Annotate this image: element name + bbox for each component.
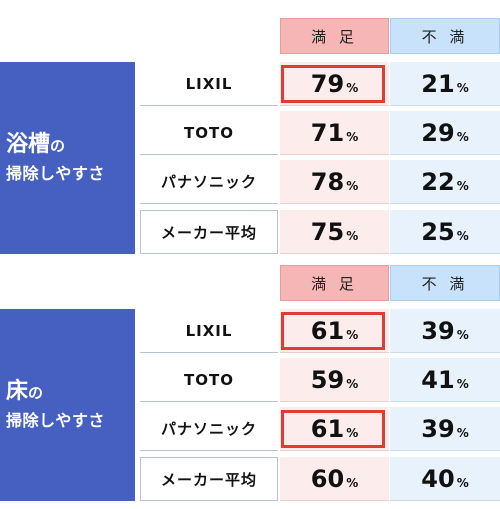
satisfied-header: 満 足 — [280, 18, 389, 54]
dissatisfied-value: 29% — [390, 111, 500, 155]
dissatisfied-number: 40 — [421, 464, 455, 493]
satisfied-value: 78% — [280, 160, 389, 204]
highlight-box — [281, 312, 385, 350]
satisfied-number: 61 — [310, 316, 345, 345]
dissatisfied-number: 21 — [421, 69, 455, 98]
percent-sign: % — [456, 80, 469, 95]
percent-sign: % — [346, 475, 359, 490]
category-label: 浴槽の 掃除しやすさ — [0, 62, 135, 254]
table-row: パナソニック 61% 39% — [140, 407, 500, 451]
dissatisfied-number: 39 — [421, 414, 455, 443]
percent-sign: % — [456, 178, 469, 193]
satisfied-number: 75 — [310, 217, 345, 246]
bathtub-table: 満 足 不 満 浴槽の 掃除しやすさ LIXIL 79% 21% TOTO 71% 29%… — [0, 18, 500, 254]
dissatisfied-value: 25% — [390, 210, 500, 254]
category-subtitle: 掃除しやすさ — [6, 410, 105, 430]
dissatisfied-header: 不 満 — [390, 18, 500, 54]
satisfied-number: 71 — [310, 118, 345, 147]
dissatisfied-number: 39 — [421, 316, 455, 345]
satisfied-value: 79% — [280, 62, 389, 106]
dissatisfied-number: 22 — [421, 167, 455, 196]
dissatisfied-value: 39% — [390, 407, 500, 451]
dissatisfied-number: 41 — [421, 365, 455, 394]
dissatisfied-value: 40% — [390, 457, 500, 501]
percent-sign: % — [456, 376, 469, 391]
percent-sign: % — [456, 475, 469, 490]
highlight-box — [281, 410, 385, 448]
highlight-box — [281, 65, 385, 103]
table-row: メーカー平均 60% 40% — [140, 457, 500, 501]
satisfied-value: 60% — [280, 457, 389, 501]
table-row: TOTO 71% 29% — [140, 111, 500, 155]
category-label: 床の 掃除しやすさ — [0, 309, 135, 501]
category-title: 浴槽 — [6, 131, 51, 157]
satisfied-number: 61 — [310, 414, 345, 443]
dissatisfied-value: 21% — [390, 62, 500, 106]
percent-sign: % — [346, 376, 359, 391]
satisfied-value: 61% — [280, 407, 389, 451]
maker-name: LIXIL — [140, 62, 278, 106]
percent-sign: % — [346, 327, 359, 342]
maker-name: LIXIL — [140, 309, 278, 353]
table-row: メーカー平均 75% 25% — [140, 210, 500, 254]
table-row: LIXIL 79% 21% — [140, 62, 500, 106]
dissatisfied-number: 25 — [421, 217, 455, 246]
category-particle: の — [28, 383, 44, 402]
table-row: パナソニック 78% 22% — [140, 160, 500, 204]
dissatisfied-number: 29 — [421, 118, 455, 147]
satisfied-number: 59 — [310, 365, 345, 394]
category-particle: の — [50, 136, 66, 155]
dissatisfied-header: 不 満 — [390, 265, 500, 301]
dissatisfied-value: 41% — [390, 358, 500, 402]
category-title: 床 — [6, 378, 29, 404]
table-row: LIXIL 61% 39% — [140, 309, 500, 353]
maker-name: TOTO — [140, 358, 278, 402]
satisfied-header: 満 足 — [280, 265, 389, 301]
satisfied-value: 75% — [280, 210, 389, 254]
maker-name: パナソニック — [140, 407, 278, 451]
dissatisfied-value: 39% — [390, 309, 500, 353]
percent-sign: % — [456, 327, 469, 342]
maker-name: パナソニック — [140, 160, 278, 204]
satisfied-value: 61% — [280, 309, 389, 353]
satisfied-number: 60 — [310, 464, 345, 493]
percent-sign: % — [346, 80, 359, 95]
percent-sign: % — [346, 228, 359, 243]
maker-name: メーカー平均 — [140, 457, 278, 501]
category-subtitle: 掃除しやすさ — [6, 163, 105, 183]
satisfied-number: 78 — [310, 167, 345, 196]
satisfied-value: 59% — [280, 358, 389, 402]
table-row: TOTO 59% 41% — [140, 358, 500, 402]
satisfied-number: 79 — [310, 69, 345, 98]
percent-sign: % — [346, 425, 359, 440]
percent-sign: % — [456, 129, 469, 144]
maker-name: TOTO — [140, 111, 278, 155]
percent-sign: % — [346, 178, 359, 193]
floor-table: 満 足 不 満 床の 掃除しやすさ LIXIL 61% 39% TOTO 59% 41% パ… — [0, 265, 500, 501]
maker-name: メーカー平均 — [140, 210, 278, 254]
percent-sign: % — [456, 425, 469, 440]
dissatisfied-value: 22% — [390, 160, 500, 204]
percent-sign: % — [456, 228, 469, 243]
satisfied-value: 71% — [280, 111, 389, 155]
percent-sign: % — [346, 129, 359, 144]
